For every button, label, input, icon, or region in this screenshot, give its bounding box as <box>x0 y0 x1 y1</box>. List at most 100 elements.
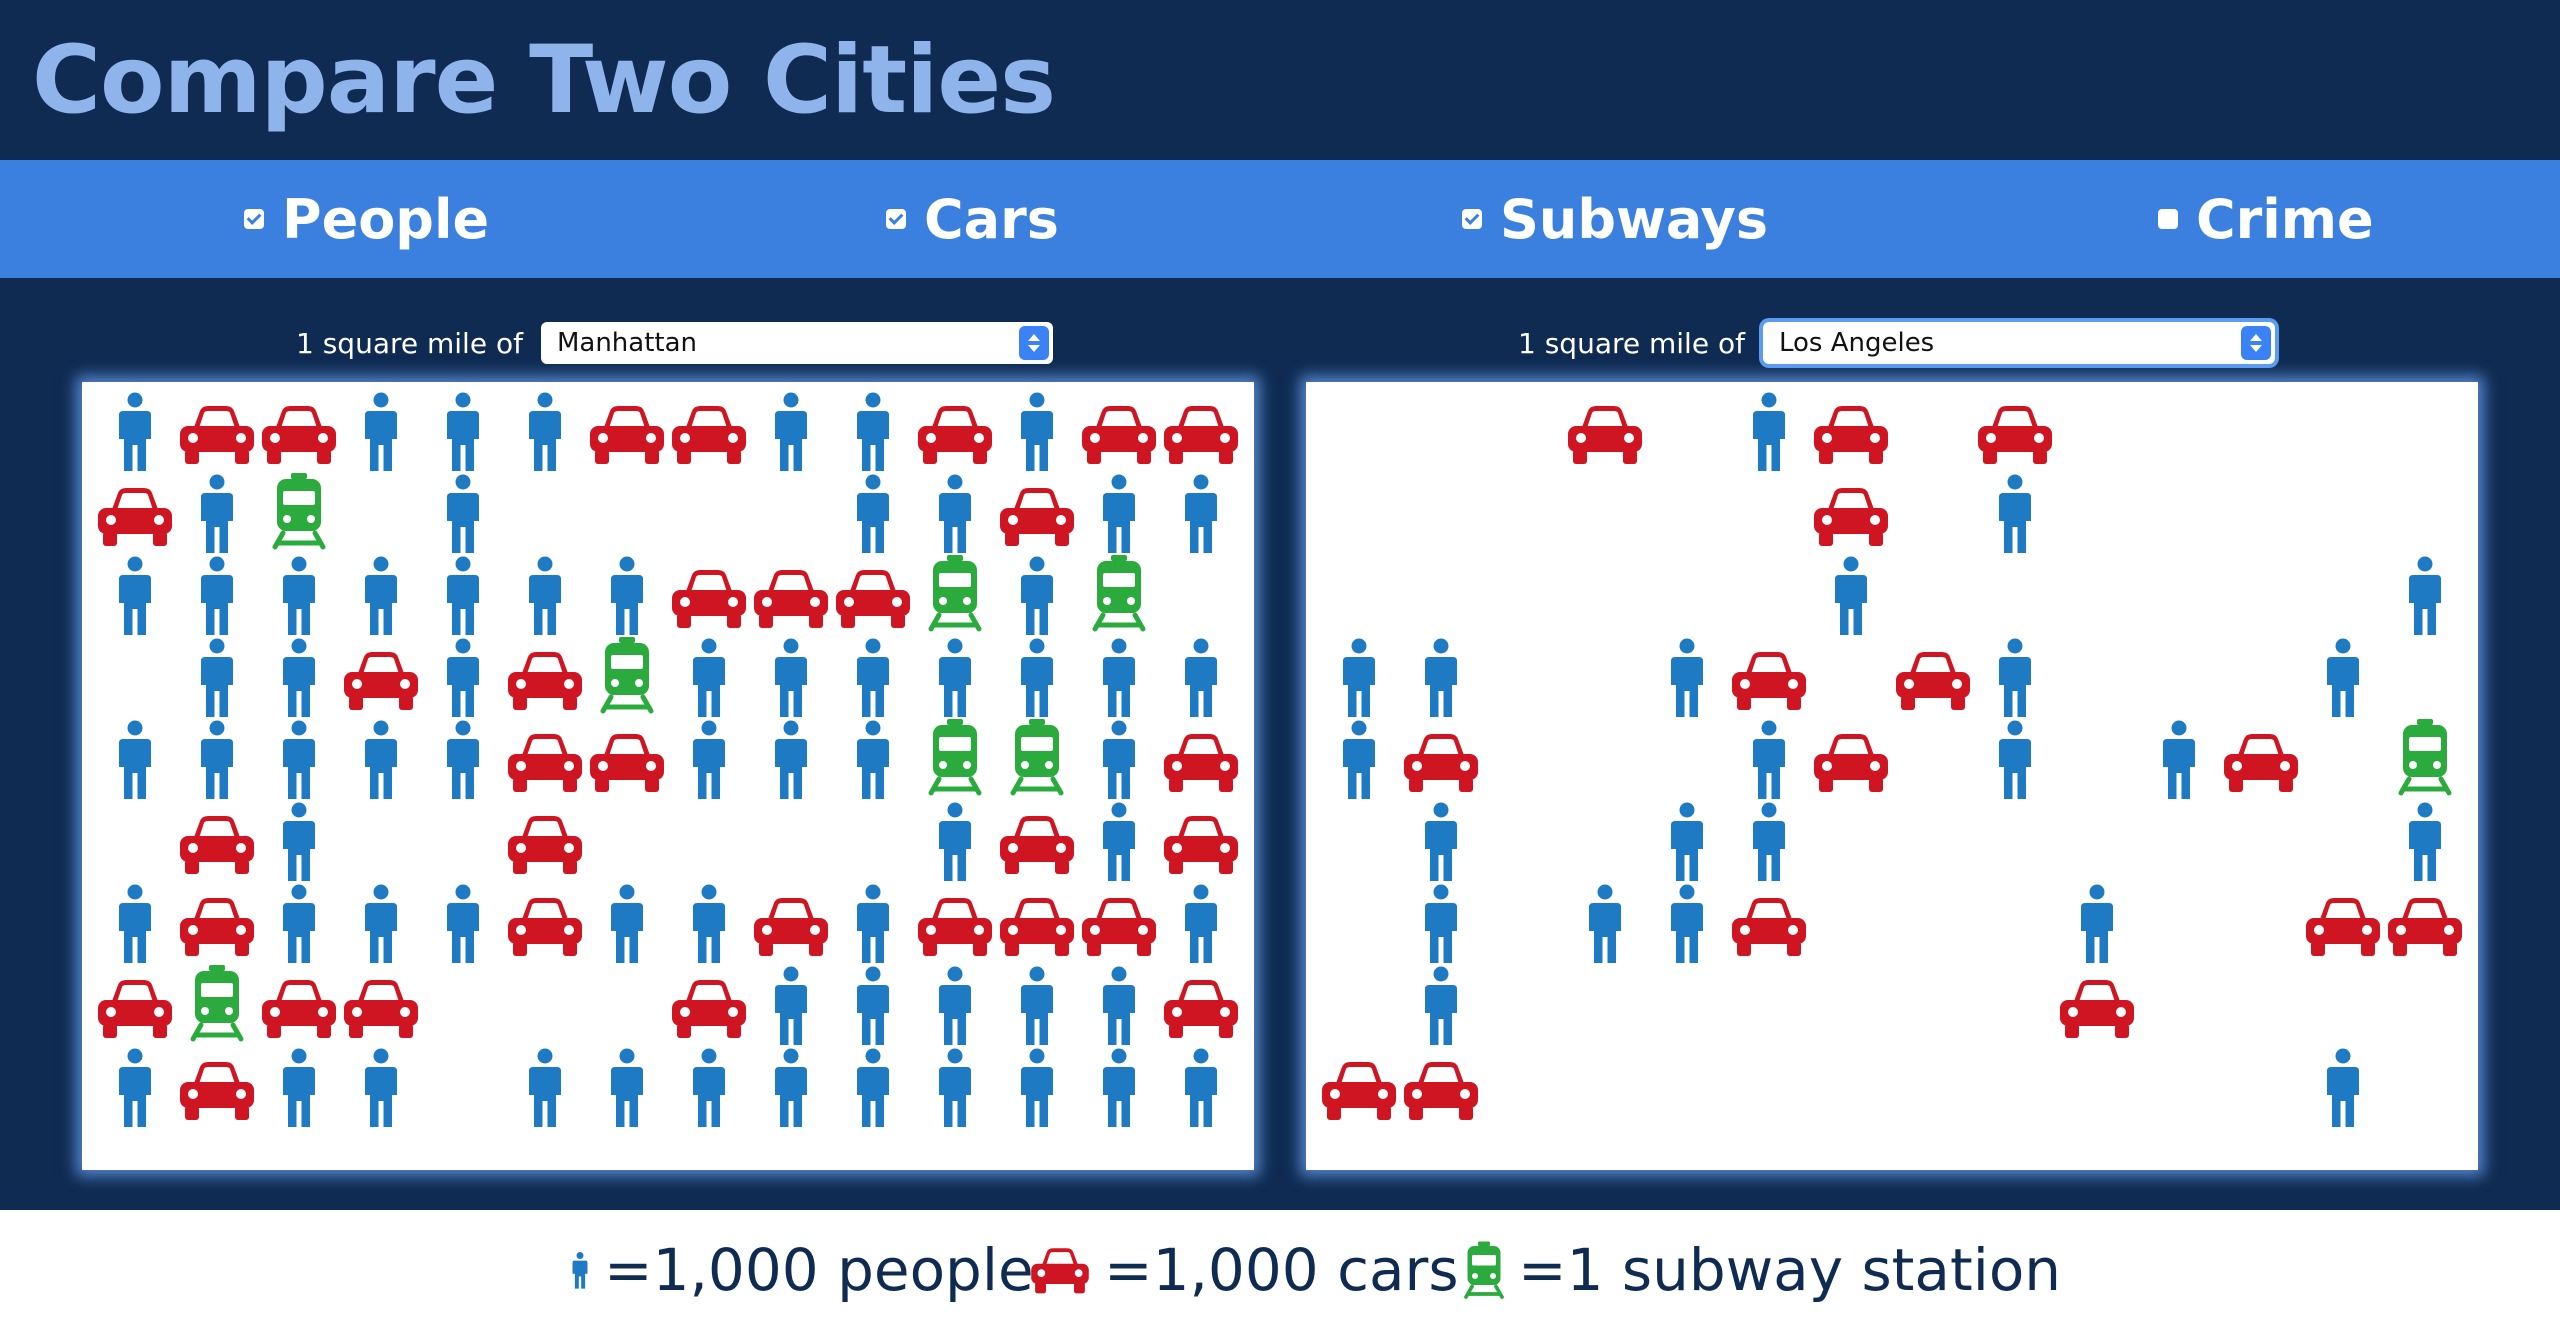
car-icon <box>508 816 582 874</box>
car-icon <box>98 980 172 1038</box>
car-icon <box>2060 980 2134 1038</box>
person-icon <box>1589 884 1621 963</box>
person-icon <box>1425 884 1457 963</box>
left-city-label: 1 square mile of <box>296 326 523 360</box>
car-icon <box>672 570 746 628</box>
person-icon <box>1671 638 1703 717</box>
person-icon <box>447 638 479 717</box>
car-icon <box>1814 406 1888 464</box>
legend: =1,000 people =1,000 cars <box>0 1210 2560 1330</box>
people-checkbox[interactable] <box>244 209 264 229</box>
toggle-subways-label: Subways <box>1500 187 1768 251</box>
left-select-arrows-icon[interactable] <box>1018 326 1049 360</box>
person-icon <box>1185 884 1217 963</box>
car-icon <box>918 898 992 956</box>
person-icon <box>365 392 397 471</box>
legend-item-subways: =1 subway station <box>1460 1210 2061 1330</box>
car-icon <box>754 570 828 628</box>
right-city-label: 1 square mile of <box>1518 326 1745 360</box>
right-select-arrows-icon[interactable] <box>2240 326 2271 360</box>
legend-item-cars: =1,000 cars <box>1026 1210 1459 1330</box>
person-icon <box>283 638 315 717</box>
toggle-crime[interactable]: Crime <box>2158 160 2374 278</box>
car-icon <box>836 570 910 628</box>
car-icon <box>1814 488 1888 546</box>
right-city-select[interactable]: Los Angeles <box>1762 322 2275 364</box>
car-icon <box>672 406 746 464</box>
person-icon <box>447 392 479 471</box>
person-icon <box>611 1048 643 1127</box>
person-icon <box>447 720 479 799</box>
right-city-grid <box>1322 392 2462 1127</box>
legend-cars-text: =1,000 cars <box>1104 1236 1459 1304</box>
person-icon <box>1835 556 1867 635</box>
cars-checkbox[interactable] <box>886 209 906 229</box>
person-icon <box>2327 1048 2359 1127</box>
person-icon <box>1671 802 1703 881</box>
toggle-cars[interactable]: Cars <box>886 160 1059 278</box>
car-icon <box>508 652 582 710</box>
page-title: Compare Two Cities <box>32 26 1056 135</box>
person-icon <box>857 720 889 799</box>
person-icon <box>1103 474 1135 553</box>
person-icon <box>775 638 807 717</box>
toggle-people[interactable]: People <box>244 160 489 278</box>
subway-icon <box>1010 719 1064 796</box>
person-icon <box>857 1048 889 1127</box>
subways-checkbox[interactable] <box>1462 209 1482 229</box>
person-icon <box>529 556 561 635</box>
car-icon <box>1404 1062 1478 1120</box>
person-icon <box>1103 720 1135 799</box>
person-icon <box>611 556 643 635</box>
person-icon <box>201 638 233 717</box>
toolbar: People Cars Subways Crime <box>0 160 2560 278</box>
left-city-select[interactable]: Manhattan <box>540 322 1053 364</box>
person-icon <box>2409 556 2441 635</box>
car-icon <box>344 980 418 1038</box>
person-icon <box>1753 392 1785 471</box>
car-icon <box>2224 734 2298 792</box>
person-icon <box>1021 1048 1053 1127</box>
car-icon <box>262 406 336 464</box>
person-icon <box>365 720 397 799</box>
person-icon <box>1021 966 1053 1045</box>
car-icon <box>1732 898 1806 956</box>
car-icon <box>1000 816 1074 874</box>
person-icon <box>1999 474 2031 553</box>
person-icon <box>939 474 971 553</box>
car-icon <box>508 734 582 792</box>
person-icon <box>857 638 889 717</box>
subway-icon <box>190 965 244 1042</box>
toggle-crime-label: Crime <box>2196 187 2374 251</box>
toggle-subways[interactable]: Subways <box>1462 160 1768 278</box>
person-icon <box>1185 1048 1217 1127</box>
person-icon <box>566 1239 594 1301</box>
person-icon <box>447 884 479 963</box>
car-icon <box>262 980 336 1038</box>
car-icon <box>180 816 254 874</box>
person-icon <box>365 884 397 963</box>
person-icon <box>1103 966 1135 1045</box>
car-icon <box>1082 406 1156 464</box>
subway-icon <box>272 473 326 550</box>
car-icon <box>1000 898 1074 956</box>
crime-checkbox[interactable] <box>2158 209 2178 229</box>
person-icon <box>1753 720 1785 799</box>
person-icon <box>693 720 725 799</box>
car-icon <box>344 652 418 710</box>
person-icon <box>283 556 315 635</box>
car-icon <box>1404 734 1478 792</box>
legend-people-text: =1,000 people <box>604 1236 1034 1304</box>
person-icon <box>1103 638 1135 717</box>
person-icon <box>1185 638 1217 717</box>
right-city-value: Los Angeles <box>1778 328 1935 358</box>
person-icon <box>1425 638 1457 717</box>
person-icon <box>1999 638 2031 717</box>
person-icon <box>1753 802 1785 881</box>
person-icon <box>857 884 889 963</box>
person-icon <box>2327 638 2359 717</box>
person-icon <box>775 720 807 799</box>
person-icon <box>939 802 971 881</box>
person-icon <box>1425 802 1457 881</box>
car-icon <box>1568 406 1642 464</box>
